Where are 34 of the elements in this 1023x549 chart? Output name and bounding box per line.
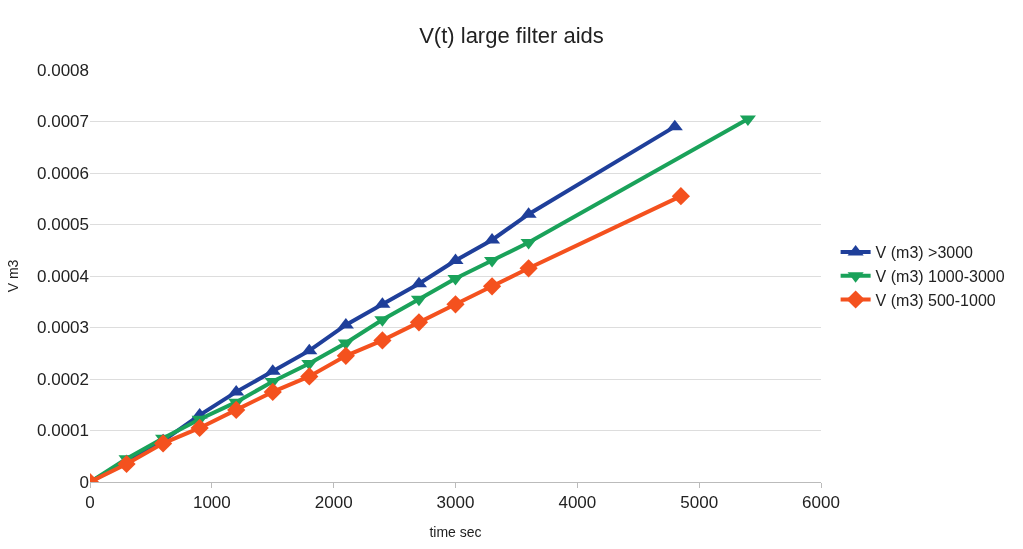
y-tick-label: 0 xyxy=(79,472,89,492)
y-tick-label: 0.0003 xyxy=(37,318,89,338)
point xyxy=(190,418,209,438)
point xyxy=(154,434,173,453)
x-axis-title: time sec xyxy=(429,523,482,540)
point xyxy=(482,277,502,296)
chart-title: V(t) large filter aids xyxy=(419,22,604,48)
x-tick-label: 4000 xyxy=(558,493,597,513)
x-tick-label: 1000 xyxy=(192,493,231,513)
legend-label: V (m3) 1000-3000 xyxy=(875,267,1005,285)
y-tick-label: 0.0005 xyxy=(37,215,89,235)
point xyxy=(373,331,392,350)
x-tick-label: 3000 xyxy=(436,493,475,513)
legend-label: V (m3) 500-1000 xyxy=(875,291,996,309)
y-tick-label: 0.0002 xyxy=(37,369,89,389)
point xyxy=(446,295,465,314)
point xyxy=(336,346,355,365)
legend-label: V (m3) >3000 xyxy=(875,244,974,262)
y-axis-title: V m3 xyxy=(4,259,21,293)
y-tick-label: 0.0004 xyxy=(37,266,89,286)
y-tick-label: 0.0007 xyxy=(37,112,89,132)
point xyxy=(263,382,282,401)
point xyxy=(117,454,136,474)
point xyxy=(300,367,319,386)
point xyxy=(519,259,538,278)
x-tick-label: 6000 xyxy=(802,493,840,513)
x-tick-label: 2000 xyxy=(314,493,353,513)
point xyxy=(227,400,246,419)
y-tick-label: 0.0008 xyxy=(37,60,89,80)
point xyxy=(409,313,429,332)
y-tick-label: 0.0006 xyxy=(37,163,89,183)
x-tick-label: 5000 xyxy=(680,493,719,513)
y-tick-label: 0.0001 xyxy=(37,421,89,441)
point xyxy=(671,187,690,206)
